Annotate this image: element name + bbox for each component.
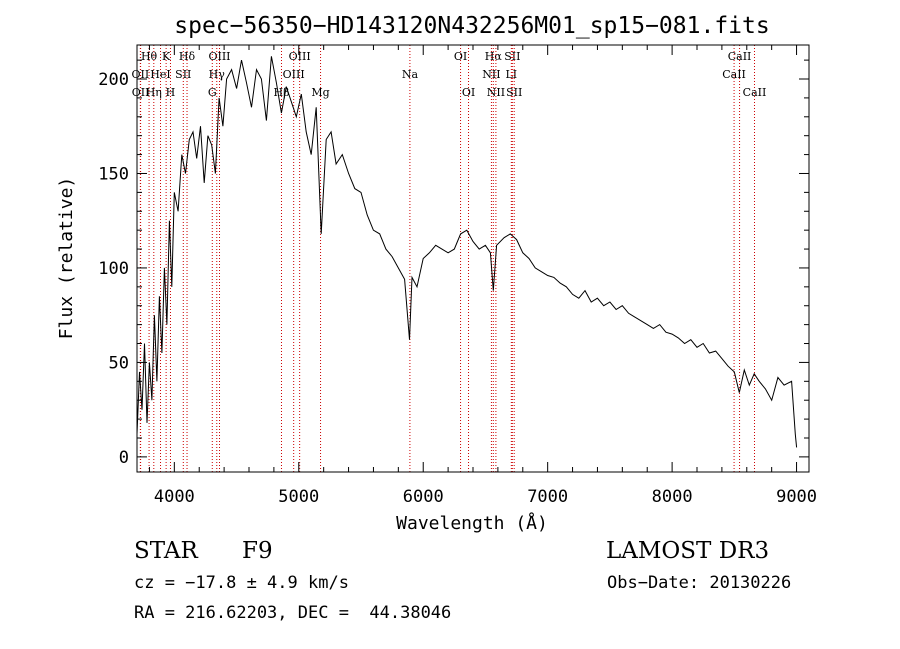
marker-label-15: Mg — [311, 86, 329, 99]
obs-date: Obs−Date: 20130226 — [607, 573, 792, 593]
marker-label-17: OI — [454, 50, 467, 63]
x-axis: 4000 5000 6000 7000 8000 9000 — [148, 45, 817, 507]
object-class: STAR — [134, 538, 198, 564]
marker-label-12: OIII — [289, 50, 311, 63]
marker-label-4: Hη — [146, 86, 162, 99]
survey-name: LAMOST DR3 — [606, 538, 770, 564]
y-tick-label-0: 0 — [119, 448, 129, 468]
x-tick-label-4: 8000 — [652, 487, 693, 507]
marker-label-3: HeI — [150, 68, 170, 81]
redshift-cz: cz = −17.8 ± 4.9 km/s — [134, 573, 349, 593]
y-tick-label-2: 100 — [98, 259, 129, 279]
y-tick-label-3: 150 — [98, 164, 129, 184]
marker-label-16: Na — [402, 68, 419, 81]
x-tick-label-5: 9000 — [776, 487, 817, 507]
marker-label-5: K — [162, 50, 171, 63]
spectrum-line — [136, 56, 798, 448]
marker-label-22: LI — [506, 68, 518, 81]
x-tick-label-3: 7000 — [527, 487, 568, 507]
x-tick-label-2: 6000 — [403, 487, 444, 507]
marker-label-9: OIII — [208, 50, 230, 63]
y-tick-label-1: 50 — [109, 353, 129, 373]
marker-label-7: H — [166, 86, 176, 99]
marker-label-11: G — [208, 86, 217, 99]
x-axis-label: Wavelength (Å) — [396, 512, 548, 534]
x-tick-label-1: 5000 — [278, 487, 319, 507]
y-axis: 0 50 100 150 200 — [98, 59, 809, 468]
marker-label-18: OI — [462, 86, 475, 99]
y-axis-label: Flux (relative) — [56, 177, 77, 340]
marker-label-13: OIII — [283, 68, 305, 81]
chart-title: spec−56350−HD143120N432256M01_sp15−081.f… — [174, 13, 769, 39]
marker-label-25: CaII — [728, 50, 752, 63]
marker-label-24: SII — [506, 86, 522, 99]
marker-label-2: OII — [132, 86, 150, 99]
marker-label-1: OII — [132, 68, 150, 81]
marker-label-8: Hδ — [179, 50, 196, 63]
y-tick-label-4: 200 — [98, 70, 129, 90]
marker-label-20: SII — [504, 50, 520, 63]
coordinates: RA = 216.62203, DEC = 44.38046 — [134, 603, 452, 623]
marker-label-10: Hγ — [209, 68, 226, 81]
marker-label-27: CaII — [743, 86, 767, 99]
marker-label-21: NII — [482, 68, 500, 81]
marker-label-0: Hθ — [141, 50, 158, 63]
x-tick-label-0: 4000 — [154, 487, 195, 507]
object-subclass: F9 — [242, 538, 273, 564]
marker-label-19: Hα — [485, 50, 503, 63]
marker-label-6: SII — [175, 68, 191, 81]
marker-label-23: NII — [487, 86, 505, 99]
plot-frame — [136, 44, 810, 473]
marker-label-26: CaII — [722, 68, 746, 81]
